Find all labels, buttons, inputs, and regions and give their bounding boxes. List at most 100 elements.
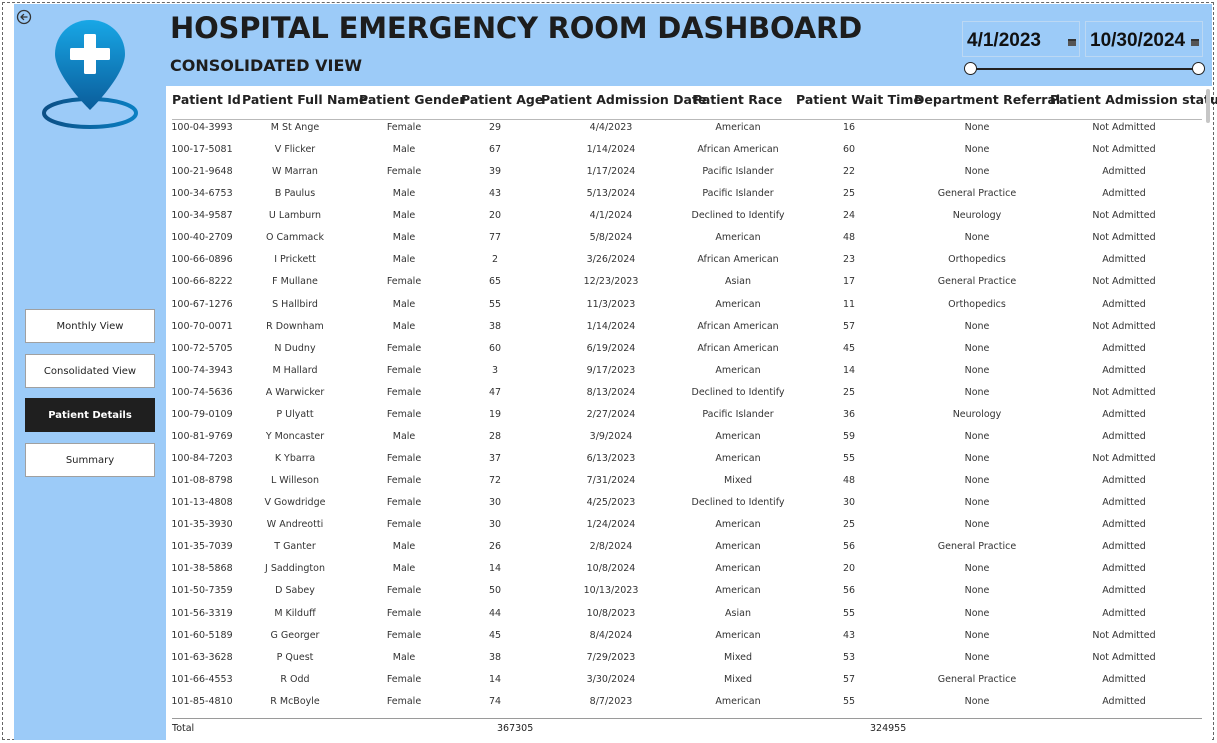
table-row[interactable]: 101-35-3930 W Andreotti Female 30 1/24/2024 A…: [166, 519, 1206, 541]
table-row[interactable]: 101-85-4810 R McBoyle Female 74 8/7/2023 Amer…: [166, 696, 1206, 718]
cell-age: 20: [488, 210, 502, 222]
cell-department: General Practice: [937, 276, 1017, 288]
cell-race: Asian: [725, 607, 751, 619]
table-scrollbar[interactable]: [1206, 89, 1210, 123]
cell-admission-date: 9/17/2023: [586, 364, 636, 376]
cell-full-name: F Mullane: [272, 276, 318, 288]
table-row[interactable]: 100-74-5636 A Warwicker Female 47 8/13/2024 D…: [166, 387, 1206, 409]
column-header-wait-time[interactable]: Patient Wait Time: [796, 92, 922, 107]
cell-patient-id: 101-50-7359: [171, 585, 233, 597]
column-header-full-name[interactable]: Patient Full Name: [242, 92, 368, 107]
summary-button[interactable]: Summary: [25, 443, 155, 477]
cell-full-name: V Gowdridge: [264, 497, 326, 509]
cell-race: American: [715, 364, 761, 376]
table-row[interactable]: 100-74-3943 M Hallard Female 3 9/17/2023 Amer…: [166, 365, 1206, 387]
consolidated-view-button[interactable]: Consolidated View: [25, 354, 155, 388]
table-row[interactable]: 100-72-5705 N Dudny Female 60 6/19/2024 Afric…: [166, 343, 1206, 365]
cell-wait-time: 17: [842, 276, 856, 288]
cell-race: American: [715, 519, 761, 531]
start-date-value: 4/1/2023: [967, 30, 1041, 51]
cell-admission-status: Admitted: [1102, 695, 1146, 707]
table-row[interactable]: 101-08-8798 L Willeson Female 72 7/31/2024 Mi…: [166, 475, 1206, 497]
table-row[interactable]: 101-50-7359 D Sabey Female 50 10/13/2023 Amer…: [166, 585, 1206, 607]
column-header-patient-id[interactable]: Patient Id: [172, 92, 241, 107]
cell-department: Neurology: [952, 210, 1002, 222]
cell-patient-id: 100-34-9587: [171, 210, 233, 222]
cell-department: None: [964, 320, 990, 332]
date-range-slider-track[interactable]: [970, 68, 1198, 70]
cell-full-name: A Warwicker: [265, 386, 325, 398]
column-header-department[interactable]: Department Referral: [914, 92, 1061, 107]
table-row[interactable]: 101-60-5189 G Georger Female 45 8/4/2024 Amer…: [166, 630, 1206, 652]
table-row[interactable]: 100-66-0896 I Prickett Male 2 3/26/2024 Afric…: [166, 254, 1206, 276]
cell-age: 38: [488, 320, 502, 332]
date-range-end-handle[interactable]: [1192, 62, 1205, 75]
table-row[interactable]: 100-17-5081 V Flicker Male 67 1/14/2024 Afric…: [166, 144, 1206, 166]
table-row[interactable]: 101-38-5868 J Saddington Male 14 10/8/2024 Am…: [166, 563, 1206, 585]
table-row[interactable]: 100-21-9648 W Marran Female 39 1/17/2024 Paci…: [166, 166, 1206, 188]
cell-gender: Male: [392, 430, 416, 442]
cell-gender: Male: [392, 298, 416, 310]
column-header-race[interactable]: Patient Race: [693, 92, 783, 107]
cell-race: American: [715, 122, 761, 133]
cell-admission-date: 5/8/2024: [589, 232, 633, 244]
calendar-icon[interactable]: [1191, 39, 1199, 46]
cell-age: 30: [488, 497, 502, 509]
cell-full-name: K Ybarra: [274, 453, 316, 465]
column-header-admission-date[interactable]: Patient Admission Date: [541, 92, 707, 107]
cell-race: Mixed: [723, 651, 753, 663]
table-row[interactable]: 100-81-9769 Y Moncaster Male 28 3/9/2024 Amer…: [166, 431, 1206, 453]
table-row[interactable]: 100-34-6753 B Paulus Male 43 5/13/2024 Pacifi…: [166, 188, 1206, 210]
end-date-input[interactable]: 10/30/2024: [1085, 21, 1203, 57]
back-arrow-icon[interactable]: [16, 9, 32, 25]
table-row[interactable]: 101-56-3319 M Kilduff Female 44 10/8/2023 Asi…: [166, 608, 1206, 630]
page-subtitle: CONSOLIDATED VIEW: [170, 56, 363, 75]
cell-patient-id: 101-08-8798: [171, 475, 233, 487]
cell-age: 14: [488, 563, 502, 575]
table-row[interactable]: 100-79-0109 P Ulyatt Female 19 2/27/2024 Paci…: [166, 409, 1206, 431]
cell-wait-time: 43: [842, 629, 856, 641]
cell-wait-time: 25: [842, 386, 856, 398]
cell-wait-time: 55: [842, 453, 856, 465]
table-row[interactable]: 100-67-1276 S Hallbird Male 55 11/3/2023 Amer…: [166, 299, 1206, 321]
cell-wait-time: 48: [842, 232, 856, 244]
cell-patient-id: 100-84-7203: [171, 453, 233, 465]
table-row[interactable]: 100-84-7203 K Ybarra Female 37 6/13/2023 Amer…: [166, 453, 1206, 475]
column-header-admission-status[interactable]: Patient Admission status: [1050, 92, 1217, 107]
cell-gender: Female: [386, 519, 422, 531]
table-row[interactable]: 101-35-7039 T Ganter Male 26 2/8/2024 America…: [166, 541, 1206, 563]
monthly-view-button[interactable]: Monthly View: [25, 309, 155, 343]
cell-full-name: R McBoyle: [270, 695, 320, 707]
cell-department: Neurology: [952, 408, 1002, 420]
cell-wait-time: 14: [842, 364, 856, 376]
date-range-start-handle[interactable]: [964, 62, 977, 75]
table-row[interactable]: 101-63-3628 P Quest Male 38 7/29/2023 Mixed 53…: [166, 652, 1206, 674]
start-date-input[interactable]: 4/1/2023: [962, 21, 1080, 57]
table-row[interactable]: 100-70-0071 R Downham Male 38 1/14/2024 Afric…: [166, 321, 1206, 343]
cell-gender: Male: [392, 563, 416, 575]
cell-patient-id: 100-67-1276: [171, 298, 233, 310]
table-row[interactable]: 100-40-2709 O Cammack Male 77 5/8/2024 Americ…: [166, 232, 1206, 254]
table-row[interactable]: 100-04-3993 M St Ange Female 29 4/4/2023 Amer…: [166, 122, 1206, 144]
calendar-icon[interactable]: [1068, 39, 1076, 46]
table-row[interactable]: 101-66-4553 R Odd Female 14 3/30/2024 Mixed 57…: [166, 674, 1206, 696]
cell-race: American: [715, 430, 761, 442]
cell-admission-date: 8/4/2024: [589, 629, 633, 641]
cell-patient-id: 101-13-4808: [171, 497, 233, 509]
table-row[interactable]: 101-13-4808 V Gowdridge Female 30 4/25/2023 D…: [166, 497, 1206, 519]
cell-department: None: [964, 342, 990, 354]
column-header-age[interactable]: Patient Age: [461, 92, 544, 107]
cell-wait-time: 45: [842, 342, 856, 354]
table-row[interactable]: 100-66-8222 F Mullane Female 65 12/23/2023 As…: [166, 276, 1206, 298]
cell-admission-status: Not Admitted: [1092, 210, 1156, 222]
cell-age: 47: [488, 386, 502, 398]
cell-age: 2: [491, 254, 499, 266]
column-header-gender[interactable]: Patient Gender: [359, 92, 466, 107]
table-row[interactable]: 100-34-9587 U Lamburn Male 20 4/1/2024 Declin…: [166, 210, 1206, 232]
cell-race: African American: [697, 144, 779, 156]
cell-admission-date: 3/26/2024: [586, 254, 636, 266]
cell-age: 19: [488, 408, 502, 420]
patient-details-button[interactable]: Patient Details: [25, 398, 155, 432]
cell-gender: Male: [392, 254, 416, 266]
cell-full-name: S Hallbird: [272, 298, 318, 310]
